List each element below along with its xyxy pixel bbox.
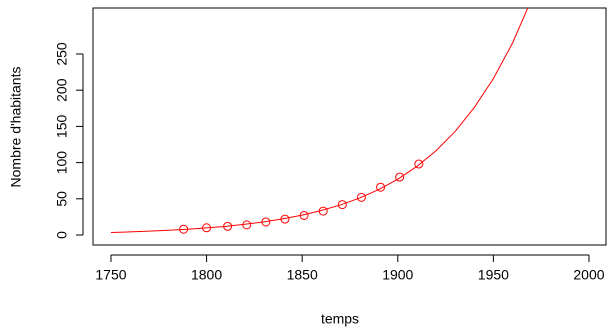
plot-area — [110, 8, 529, 234]
data-point — [414, 159, 424, 169]
x-tick-label: 1850 — [287, 267, 318, 283]
x-tick-label: 1750 — [95, 267, 126, 283]
data-point — [318, 206, 328, 216]
data-point — [337, 200, 347, 210]
y-tick-label: 250 — [54, 42, 70, 66]
data-point — [179, 224, 189, 234]
data-point — [223, 221, 233, 231]
data-point — [299, 210, 309, 220]
data-point — [280, 214, 290, 224]
y-tick-label: 200 — [54, 78, 70, 102]
y-tick-label: 100 — [54, 151, 70, 175]
x-tick-label: 1950 — [478, 267, 509, 283]
plot-box — [92, 7, 607, 246]
y-tick-label: 50 — [54, 191, 70, 207]
data-point — [202, 223, 212, 233]
y-tick-label: 0 — [54, 231, 70, 239]
x-tick-label: 2000 — [573, 267, 604, 283]
data-point — [261, 217, 271, 227]
data-point — [242, 220, 252, 230]
x-tick-label: 1900 — [382, 267, 413, 283]
y-tick-label: 150 — [54, 114, 70, 138]
y-axis-label: Nombre d'habitants — [8, 67, 24, 188]
x-axis-label: temps — [321, 311, 359, 327]
data-point — [356, 192, 366, 202]
fit-curve — [110, 8, 529, 233]
x-tick-label: 1800 — [191, 267, 222, 283]
data-point — [395, 172, 405, 182]
data-point — [376, 182, 386, 192]
